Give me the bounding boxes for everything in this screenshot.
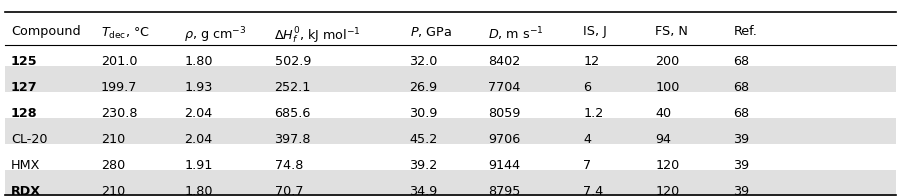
Text: 7: 7 [583, 159, 591, 172]
Text: 210: 210 [101, 185, 125, 196]
Text: 39: 39 [734, 133, 750, 146]
Text: HMX: HMX [11, 159, 40, 172]
Text: 120: 120 [655, 159, 680, 172]
Text: 45.2: 45.2 [410, 133, 437, 146]
Text: 68: 68 [734, 107, 750, 120]
Text: 280: 280 [101, 159, 125, 172]
Text: 120: 120 [655, 185, 680, 196]
Text: 127: 127 [11, 81, 38, 94]
Text: 94: 94 [655, 133, 671, 146]
Text: 1.91: 1.91 [184, 159, 213, 172]
Text: 7704: 7704 [488, 81, 520, 94]
Text: 201.0: 201.0 [101, 55, 138, 68]
Text: $\rho$, g cm$^{-3}$: $\rho$, g cm$^{-3}$ [184, 25, 247, 45]
Text: 230.8: 230.8 [101, 107, 138, 120]
Text: 199.7: 199.7 [101, 81, 137, 94]
Text: $T_\mathrm{dec}$, °C: $T_\mathrm{dec}$, °C [101, 25, 149, 41]
Text: 9144: 9144 [488, 159, 520, 172]
Text: 32.0: 32.0 [410, 55, 438, 68]
Text: 74.8: 74.8 [274, 159, 303, 172]
Text: 1.80: 1.80 [184, 185, 213, 196]
Text: 6: 6 [583, 81, 591, 94]
Text: 40: 40 [655, 107, 671, 120]
Text: 39: 39 [734, 159, 750, 172]
Text: $\Delta H_f^0$, kJ mol$^{-1}$: $\Delta H_f^0$, kJ mol$^{-1}$ [274, 25, 361, 46]
Text: $D$, m s$^{-1}$: $D$, m s$^{-1}$ [488, 25, 544, 43]
FancyBboxPatch shape [4, 118, 896, 144]
Text: RDX: RDX [11, 185, 40, 196]
Text: Compound: Compound [11, 25, 80, 38]
Text: IS, J: IS, J [583, 25, 608, 38]
Text: 39: 39 [734, 185, 750, 196]
Text: 68: 68 [734, 81, 750, 94]
Text: 26.9: 26.9 [410, 81, 437, 94]
Text: 1.2: 1.2 [583, 107, 604, 120]
Text: 70.7: 70.7 [274, 185, 303, 196]
Text: 100: 100 [655, 81, 680, 94]
Text: $P$, GPa: $P$, GPa [410, 25, 452, 39]
Text: 4: 4 [583, 133, 591, 146]
Text: 30.9: 30.9 [410, 107, 438, 120]
Text: 2.04: 2.04 [184, 133, 212, 146]
Text: 8795: 8795 [488, 185, 520, 196]
Text: 210: 210 [101, 133, 125, 146]
Text: 12: 12 [583, 55, 599, 68]
Text: 685.6: 685.6 [274, 107, 310, 120]
Text: Ref.: Ref. [734, 25, 758, 38]
Text: 68: 68 [734, 55, 750, 68]
Text: 2.04: 2.04 [184, 107, 212, 120]
Text: 8402: 8402 [488, 55, 520, 68]
Text: 34.9: 34.9 [410, 185, 437, 196]
Text: 7.4: 7.4 [583, 185, 604, 196]
Text: 1.93: 1.93 [184, 81, 213, 94]
Text: 128: 128 [11, 107, 38, 120]
FancyBboxPatch shape [4, 66, 896, 92]
Text: FS, N: FS, N [655, 25, 688, 38]
Text: 9706: 9706 [488, 133, 520, 146]
FancyBboxPatch shape [4, 170, 896, 196]
Text: 39.2: 39.2 [410, 159, 437, 172]
Text: 125: 125 [11, 55, 38, 68]
Text: 200: 200 [655, 55, 680, 68]
Text: 397.8: 397.8 [274, 133, 311, 146]
Text: 1.80: 1.80 [184, 55, 213, 68]
Text: 252.1: 252.1 [274, 81, 310, 94]
Text: 502.9: 502.9 [274, 55, 310, 68]
Text: CL-20: CL-20 [11, 133, 48, 146]
Text: 8059: 8059 [488, 107, 520, 120]
